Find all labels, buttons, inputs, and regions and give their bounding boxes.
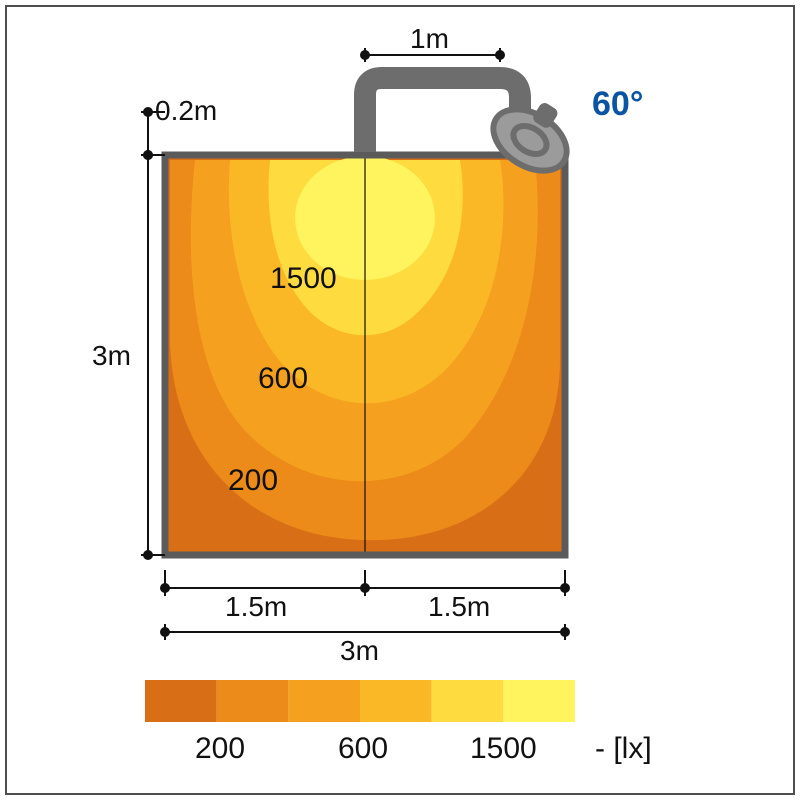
- legend-segment: [217, 680, 289, 722]
- lux-label-1500: 1500: [270, 262, 337, 295]
- dim-top-arm-label: 1m: [410, 23, 449, 54]
- legend-tick-1500: 1500: [470, 732, 537, 765]
- legend-tick-600: 600: [338, 732, 388, 765]
- legend-segment: [432, 680, 504, 722]
- legend-segment: [288, 680, 360, 722]
- lux-label-600: 600: [258, 362, 308, 395]
- legend-segment: [145, 680, 217, 722]
- dim-top-offset-label: 0.2m: [155, 95, 217, 126]
- legend-segment: [360, 680, 432, 722]
- legend-colorbar: [145, 680, 575, 722]
- lamp-angle-label: 60°: [592, 85, 643, 123]
- illuminance-diagram: 1500 600 200 60° 1m 0.2m 3m: [0, 0, 800, 800]
- lux-label-200: 200: [228, 464, 278, 497]
- dim-bottom-total-label: 3m: [340, 635, 379, 666]
- legend-tick-200: 200: [195, 732, 245, 765]
- dim-bottom-left-label: 1.5m: [225, 591, 287, 622]
- legend-unit: - [lx]: [595, 732, 652, 765]
- dim-left-height-label: 3m: [92, 340, 131, 371]
- legend-segment: [503, 680, 575, 722]
- dim-bottom-right-label: 1.5m: [428, 591, 490, 622]
